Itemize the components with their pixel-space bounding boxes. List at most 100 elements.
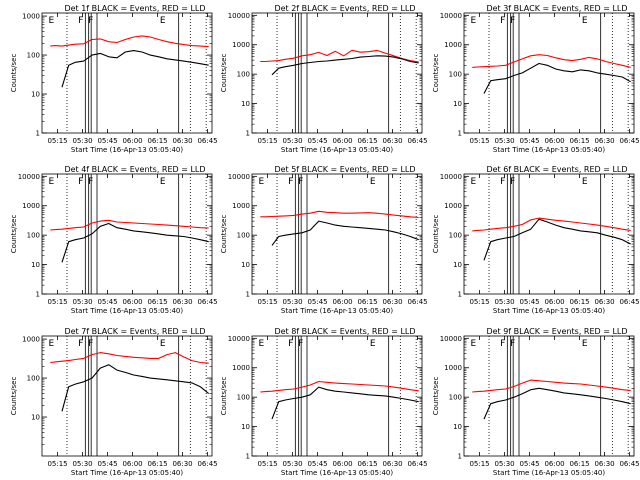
y-tick-label: 10000: [440, 335, 462, 343]
chart-title: Det 6f BLACK = Events, RED = LLD: [486, 165, 627, 174]
x-tick-label: 05:30: [282, 460, 302, 468]
x-tick-label: 06:45: [407, 460, 427, 468]
interval-marker-label: E: [49, 177, 55, 187]
interval-marker-label: E: [49, 339, 55, 349]
x-tick-label: 06:30: [382, 298, 402, 306]
y-tick-label: 1: [246, 130, 250, 138]
series-events-line: [483, 387, 631, 420]
x-tick-label: 05:30: [72, 137, 92, 145]
chart-panel-9: Det 9f BLACK = Events, RED = LLD Counts/s…: [432, 327, 640, 477]
x-axis-title: Start Time (16-Apr-13 05:05:40): [281, 146, 393, 154]
x-tick-label: 05:45: [519, 137, 539, 145]
y-axis-title: Counts/sec: [432, 54, 440, 93]
plot-frame: [41, 12, 213, 134]
interval-marker-label: E: [160, 339, 166, 349]
x-tick-label: 05:30: [494, 137, 514, 145]
interval-marker-label: F: [500, 339, 505, 349]
y-axis-title: Counts/sec: [432, 377, 440, 416]
x-tick-label: 05:30: [72, 298, 92, 306]
y-tick-label: 1: [246, 291, 250, 299]
x-axis-title: Start Time (16-Apr-13 05:05:40): [71, 146, 183, 154]
x-axis-title: Start Time (16-Apr-13 05:05:40): [71, 307, 183, 315]
x-axis-title: Start Time (16-Apr-13 05:05:40): [71, 469, 183, 477]
interval-marker-label: F: [88, 16, 93, 26]
x-tick-label: 05:15: [469, 460, 489, 468]
chart-title: Det 7f BLACK = Events, RED = LLD: [64, 327, 205, 336]
series-events-line: [61, 364, 210, 412]
x-tick-label: 05:30: [282, 137, 302, 145]
y-tick-label: 1000: [22, 202, 40, 210]
x-tick-label: 06:15: [147, 137, 167, 145]
y-tick-label: 1000: [22, 336, 40, 344]
interval-marker-label: E: [49, 16, 55, 26]
x-tick-label: 05:15: [257, 137, 277, 145]
interval-marker-label: F: [298, 177, 303, 187]
x-axis-title: Start Time (16-Apr-13 05:05:40): [281, 307, 393, 315]
y-tick-label: 100: [27, 375, 40, 383]
interval-marker-label: E: [259, 339, 265, 349]
y-axis-title: Counts/sec: [220, 215, 228, 254]
x-tick-label: 06:45: [619, 137, 639, 145]
y-tick-label: 10: [453, 261, 462, 269]
x-tick-label: 06:15: [357, 298, 377, 306]
interval-marker-label: F: [78, 177, 83, 187]
series-lld-line: [50, 219, 209, 231]
y-tick-label: 1000: [232, 364, 250, 372]
y-tick-label: 100: [27, 52, 40, 60]
interval-marker-label: F: [288, 177, 293, 187]
y-tick-label: 10: [241, 261, 250, 269]
series-lld-line: [260, 49, 419, 63]
series-events-line: [61, 50, 209, 88]
chart-title: Det 9f BLACK = Events, RED = LLD: [486, 327, 627, 336]
interval-marker-label: F: [510, 177, 515, 187]
chart-panel-3: Det 3f BLACK = Events, RED = LLD Counts/s…: [432, 4, 640, 154]
x-tick-label: 05:30: [282, 298, 302, 306]
chart-title: Det 5f BLACK = Events, RED = LLD: [274, 165, 415, 174]
x-tick-label: 06:15: [357, 460, 377, 468]
chart-panel-7: Det 7f BLACK = Events, RED = LLD Counts/s…: [10, 327, 218, 477]
x-tick-label: 05:45: [307, 460, 327, 468]
y-tick-label: 100: [237, 394, 250, 402]
x-tick-label: 06:15: [569, 298, 589, 306]
y-tick-label: 10000: [228, 335, 250, 343]
series-events-line: [271, 220, 419, 246]
x-tick-label: 06:45: [197, 460, 217, 468]
series-events-line: [271, 55, 419, 76]
y-tick-label: 1000: [444, 202, 462, 210]
plot-frame: [251, 335, 423, 457]
y-tick-label: 100: [449, 232, 462, 240]
x-tick-label: 06:45: [197, 298, 217, 306]
interval-marker-label: E: [160, 177, 166, 187]
chart-panel-1: Det 1f BLACK = Events, RED = LLD Counts/s…: [10, 4, 218, 154]
x-tick-label: 06:30: [382, 137, 402, 145]
interval-marker-label: F: [510, 339, 515, 349]
chart-panel-5: Det 5f BLACK = Events, RED = LLD Counts/s…: [220, 165, 428, 315]
x-tick-label: 05:15: [469, 298, 489, 306]
x-axis-title: Start Time (16-Apr-13 05:05:40): [493, 469, 605, 477]
y-tick-label: 100: [449, 71, 462, 79]
series-lld-line: [50, 35, 209, 48]
y-axis-title: Counts/sec: [10, 377, 18, 416]
x-tick-label: 06:00: [544, 298, 564, 306]
plot-frame: [463, 12, 635, 134]
series-lld-line: [260, 380, 419, 393]
chart-panel-4: Det 4f BLACK = Events, RED = LLD Counts/s…: [10, 165, 218, 315]
plot-frame: [41, 173, 213, 295]
y-tick-label: 1000: [232, 41, 250, 49]
interval-marker-label: E: [582, 177, 588, 187]
x-tick-label: 05:15: [47, 460, 67, 468]
interval-marker-label: E: [370, 339, 376, 349]
series-lld-line: [260, 210, 419, 219]
chart-title: Det 2f BLACK = Events, RED = LLD: [274, 4, 415, 13]
y-tick-label: 10000: [440, 173, 462, 181]
y-tick-label: 10: [241, 100, 250, 108]
x-tick-label: 06:00: [332, 137, 352, 145]
y-tick-label: 100: [449, 394, 462, 402]
x-axis-title: Start Time (16-Apr-13 05:05:40): [493, 307, 605, 315]
x-tick-label: 06:00: [122, 298, 142, 306]
y-tick-label: 10: [453, 100, 462, 108]
y-axis-title: Counts/sec: [220, 377, 228, 416]
interval-marker-label: F: [500, 177, 505, 187]
y-tick-label: 10: [241, 423, 250, 431]
